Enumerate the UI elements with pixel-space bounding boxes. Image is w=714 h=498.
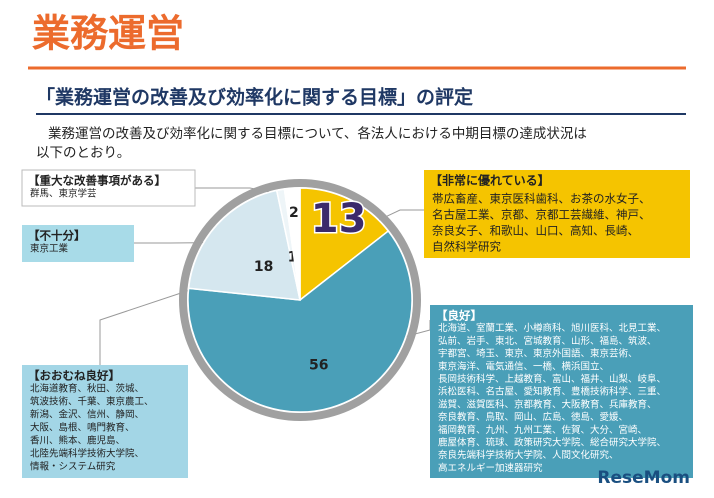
pie-ring (179, 179, 421, 421)
legend-member: 奈良教育、鳥取、岡山、広島、徳島、愛媛、 (438, 411, 628, 423)
pie-slice (187, 229, 413, 413)
legend-member: 大阪、島根、鳴門教育、 (30, 422, 135, 434)
legend-member: 東京海洋、電気通信、一橋、横浜国立、 (438, 360, 609, 372)
legend-member: 帯広畜産、東京医科歯科、お茶の水女子、 (432, 192, 651, 206)
legend-member: 北海道、室蘭工業、小樽商科、旭川医科、北見工業、 (438, 322, 666, 334)
watermark: ReseMom (597, 468, 690, 488)
legend-member: 北海道教育、秋田、茨城、 (30, 383, 144, 395)
legend-box (424, 170, 690, 258)
legend-title: 【非常に優れている】 (430, 173, 550, 188)
legend-member: 新潟、金沢、信州、静岡、 (30, 409, 144, 421)
slide-title: 業務運営 (32, 12, 184, 56)
legend-title: 【良好】 (436, 309, 482, 323)
legend-box (21, 169, 196, 207)
subtitle: 「業務運営の改善及び効率化に関する目標」の評定 (36, 86, 473, 109)
legend-member: 筑波技術、千葉、東京農工、 (30, 396, 154, 408)
legend-member: 宇都宮、埼玉、東京、東京外国語、東京芸術、 (438, 348, 638, 360)
legend-member: 福岡教育、九州、九州工業、佐賀、大分、宮崎、 (438, 424, 647, 436)
value-label: 13 (311, 196, 367, 242)
legend-member: 香川、熊本、鹿児島、 (30, 435, 125, 447)
legend-member: 浜松医科、名古屋、愛知教育、豊橋技術科学、三重、 (438, 386, 666, 398)
legend-member: 自然科学研究 (432, 240, 501, 254)
legend-member: 鹿屋体育、琉球、政策研究大学院、総合研究大学院、 (438, 437, 666, 449)
description: 以下のとおり。 (36, 145, 130, 161)
description: 業務運営の改善及び効率化に関する目標について、各法人における中期目標の達成状況は (48, 125, 587, 142)
legend-member: 北陸先端科学技術大学院、 (30, 448, 144, 460)
legend-member: 滋賀、滋賀医科、京都教育、大阪教育、兵庫教育、 (438, 398, 657, 410)
legend-title: 【おおむね良好】 (28, 369, 120, 383)
legend-title: 【不十分】 (28, 229, 86, 243)
legend-member: 奈良先端科学技術大学院、人間文化研究、 (438, 449, 619, 461)
value-label: 18 (254, 259, 273, 275)
pie-slice (283, 187, 301, 301)
legend-member: 弘前、岩手、東北、宮城教育、山形、福島、筑波、 (438, 335, 657, 347)
value-label: 56 (309, 357, 328, 373)
connector (99, 289, 191, 365)
legend-title: 【重大な改善事項がある】 (28, 174, 166, 188)
legend-box (430, 305, 693, 478)
legend-member: 奈良女子、和歌山、山口、高知、長崎、 (432, 224, 639, 238)
legend-member: 長岡技術科学、上越教育、富山、福井、山梨、岐阜、 (438, 373, 666, 385)
legend-member: 東京工業 (30, 243, 69, 255)
value-label: 2 (289, 205, 299, 221)
legend-member: 情報・システム研究 (30, 461, 116, 473)
legend-member: 群馬、東京学芸 (30, 188, 97, 200)
legend-member: 高エネルギー加速器研究 (438, 462, 543, 474)
legend-box (22, 365, 188, 478)
legend-box (22, 225, 134, 262)
pie-slice (299, 187, 390, 302)
value-label: 1 (288, 250, 298, 266)
pie-slice (187, 189, 301, 301)
legend-member: 名古屋工業、京都、京都工芸繊維、神戸、 (432, 208, 651, 222)
